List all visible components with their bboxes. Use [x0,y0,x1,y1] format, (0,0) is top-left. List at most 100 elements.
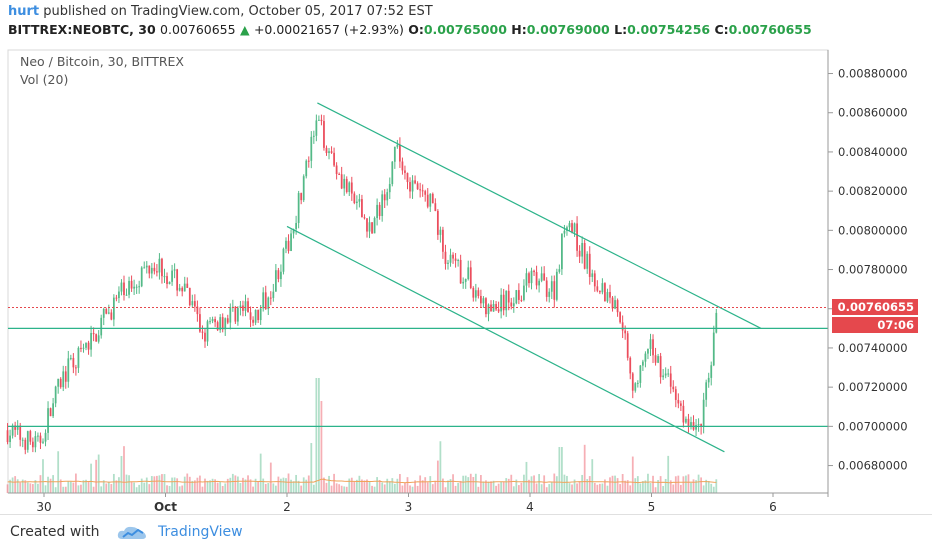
volume-bar [654,487,657,493]
candle-up [373,218,376,234]
candle-up [530,270,533,284]
volume-bar [345,486,348,493]
volume-bar [712,486,715,493]
candle-up [664,373,667,376]
volume-bar [168,485,171,493]
candle-down [624,330,627,334]
candle-down [609,292,611,298]
candle-down [75,367,77,369]
candle-up [16,425,19,430]
volume-bar [277,476,280,493]
volume-bar [497,483,500,493]
volume-bar [59,479,62,493]
volume-bar [67,481,70,493]
candle-up [396,144,399,147]
candle-down [659,356,662,378]
candle-up [112,297,115,320]
volume-bar [338,484,341,493]
candle-down [545,280,548,297]
volume-bar [75,473,77,493]
volume-bar [120,456,123,493]
tradingview-cloud-icon[interactable] [116,523,152,543]
candle-up [259,308,262,321]
candle-up [586,253,589,269]
volume-bar [211,478,214,493]
candle-down [156,271,158,273]
volume-bar [662,486,665,493]
volume-bar [259,453,262,493]
volume-bar [535,483,538,493]
volume-bar [11,477,14,493]
candle-down [452,254,454,259]
candle-down [598,290,601,293]
candle-up [282,248,285,272]
price-axis[interactable]: 0.00880000 0.00860000 0.00840000 0.00820000… [827,50,908,497]
candle-up [667,373,670,375]
volume-bar [163,474,166,493]
volume-bar [492,480,495,493]
volume-bar [80,484,82,493]
volume-bar [692,479,695,493]
candle-up [715,312,718,333]
volume-bar [411,486,414,493]
volume-bar [507,478,510,493]
candle-down [287,240,290,251]
candle-down [234,306,237,322]
author-link[interactable]: hurt [8,4,40,19]
volume-bar [130,481,133,493]
candle-up [57,378,60,387]
price-chart[interactable]: 0.00880000 0.00860000 0.00840000 0.00820000… [0,44,932,514]
candle-up [429,193,432,207]
volume-bar [598,483,601,493]
candle-down [604,283,606,302]
volume-bar [685,475,687,493]
candle-up [254,309,257,323]
volume-bar [515,479,518,493]
candle-down [345,178,348,192]
candle-down [130,280,133,289]
candle-down [621,322,624,331]
volume-bars [6,378,718,493]
volume-bar [181,485,184,493]
volume-bar [77,485,80,493]
volume-bar [333,473,335,493]
channel-lower-line [286,225,725,453]
candle-down [330,151,333,153]
volume-bar [72,482,75,493]
candle-up [191,301,194,306]
volume-bar [677,475,680,493]
candle-down [14,425,17,430]
candle-down [404,170,406,173]
volume-bar [525,461,528,493]
volume-bar [158,475,161,493]
volume-bar [553,473,556,493]
candlestick-series [6,114,718,455]
volume-bar [100,486,103,493]
candle-down [188,287,191,306]
candle-up [563,230,566,234]
candle-down [517,290,520,300]
candle-up [107,312,110,314]
candle-down [110,312,113,320]
tradingview-brand-link[interactable]: TradingView [158,524,243,540]
x-tick-label: 5 [648,500,656,514]
candle-down [426,194,429,207]
volume-bar [24,480,27,493]
candle-up [237,307,239,322]
volume-bar [237,476,239,493]
candle-down [477,290,480,297]
candle-up [523,285,525,300]
volume-bar [348,478,351,493]
candle-up [224,318,227,330]
candle-down [507,290,510,303]
volume-bar [267,483,270,493]
candle-up [464,279,467,282]
volume-bar [350,477,353,493]
volume-bar [576,483,578,493]
time-axis[interactable]: 30 Oct 2 3 4 5 6 [8,492,828,514]
countdown-tag: 07:06 [832,317,918,334]
change-arrow-icon: ▲ [239,22,250,37]
volume-bar [226,478,229,493]
candle-up [386,192,389,201]
volume-bar [533,475,535,493]
